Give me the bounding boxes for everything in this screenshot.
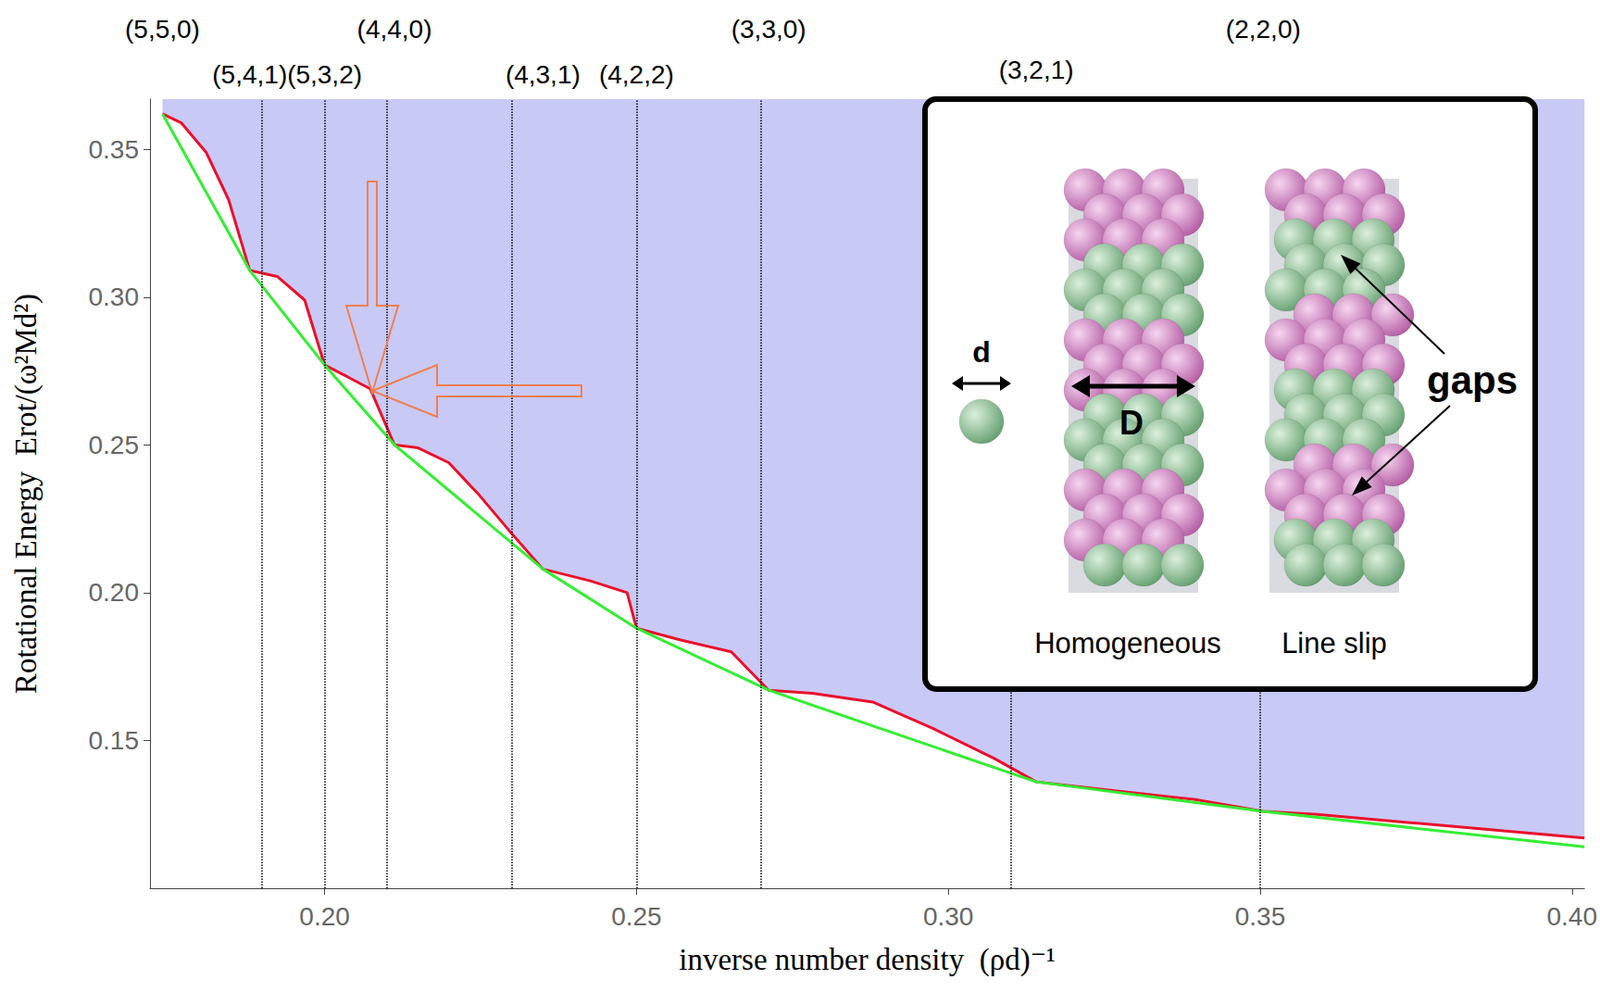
svg-text:0.30: 0.30	[923, 901, 975, 931]
svg-text:0.20: 0.20	[88, 577, 140, 607]
svg-text:d: d	[972, 335, 991, 369]
svg-text:D: D	[1119, 403, 1144, 442]
svg-text:Homogeneous: Homogeneous	[1034, 626, 1222, 660]
svg-text:(3,3,0): (3,3,0)	[731, 14, 807, 44]
svg-text:0.35: 0.35	[88, 135, 140, 164]
svg-text:(3,2,1): (3,2,1)	[999, 55, 1075, 85]
svg-text:0.20: 0.20	[299, 901, 350, 931]
svg-text:0.40: 0.40	[1547, 901, 1599, 931]
svg-text:Line slip: Line slip	[1281, 626, 1388, 660]
svg-text:(2,2,0): (2,2,0)	[1225, 14, 1301, 44]
svg-text:inverse number density (ρd)⁻¹: inverse number density (ρd)⁻¹	[678, 942, 1056, 977]
svg-text:(4,3,1): (4,3,1)	[505, 60, 581, 89]
svg-text:0.25: 0.25	[611, 901, 663, 931]
svg-text:0.30: 0.30	[88, 282, 140, 312]
svg-text:(5,5,0): (5,5,0)	[125, 14, 200, 44]
svg-text:Rotational Energy Erot/(ω²Md²: Rotational Energy Erot/(ω²Md²)	[9, 293, 44, 694]
svg-text:(5,3,2): (5,3,2)	[287, 60, 363, 89]
svg-text:(4,4,0): (4,4,0)	[357, 14, 433, 44]
svg-text:0.25: 0.25	[88, 430, 140, 460]
svg-text:0.35: 0.35	[1235, 901, 1287, 931]
svg-text:(4,2,2): (4,2,2)	[599, 60, 675, 89]
svg-text:gaps: gaps	[1426, 358, 1518, 402]
svg-text:(5,4,1): (5,4,1)	[212, 60, 288, 89]
svg-text:0.15: 0.15	[88, 725, 140, 755]
